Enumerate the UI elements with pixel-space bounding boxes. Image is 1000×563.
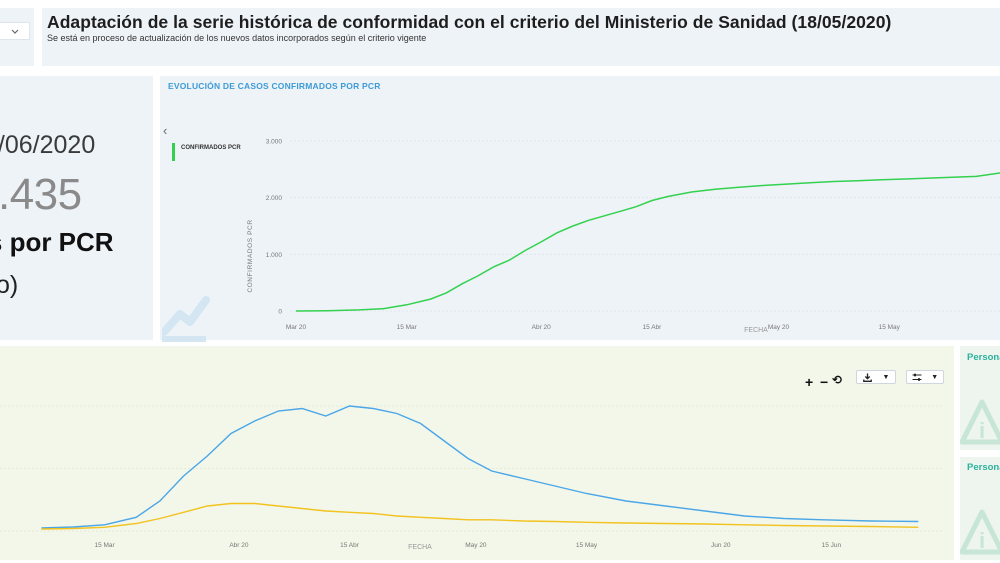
kpi-card [0,76,153,340]
caret-down-icon: ▼ [931,373,939,381]
daily-chart: 15 Mar Abr 20 15 Abr May 20 15 May Jun 20 15 J… [0,405,942,551]
x-axis-label: FECHA [408,544,432,551]
x-tick-label: 15 Abr [340,542,360,549]
y-tick-label: 1.000 [266,252,283,259]
x-tick-label: 15 Abr [643,324,663,331]
zoom-out-button[interactable]: − [820,374,829,390]
page-title: Adaptación de la serie histórica de conf… [47,12,892,32]
info-icon: i [960,399,1000,445]
kpi-date: 7/06/2020 [0,131,96,159]
y-tick-label: 2.000 [266,195,283,202]
filter-dropdown[interactable] [0,22,30,40]
caret-down-icon: ▼ [882,373,890,381]
chevron-down-icon [11,29,18,34]
x-axis-label: FECHA [744,327,768,334]
x-tick-label: Jun 20 [711,542,731,549]
trend-decoration-icon [162,296,210,342]
chevron-left-icon[interactable]: ‹ [163,123,168,138]
svg-text:i: i [979,528,985,553]
side-card-title: Personas [967,462,1000,473]
sliders-icon [912,373,922,381]
x-tick-label: 15 Mar [94,542,115,549]
side-card-title: Personas [967,352,1000,363]
pcr-chart-title: EVOLUCIÓN DE CASOS CONFIRMADOS POR PCR [168,81,381,91]
kpi-note: o) [0,271,19,299]
x-tick-label: 15 Mar [397,324,418,331]
series-line-yellow [41,502,919,530]
x-tick-label: Abr 20 [532,324,552,331]
x-tick-label: Abr 20 [229,542,249,549]
pcr-chart-card [160,76,1000,340]
y-axis-label: CONFIRMADOS PCR [247,219,254,292]
legend-swatch [172,143,175,161]
daily-chart-card [0,346,954,560]
x-tick-label: 15 May [576,542,598,549]
x-tick-label: 15 Jun [822,542,842,549]
zoom-in-button[interactable]: + [805,374,814,390]
svg-text:i: i [979,418,985,443]
x-tick-label: 15 May [879,324,901,331]
y-tick-label: 3.000 [266,139,283,146]
kpi-label: os por PCR [0,227,114,257]
x-tick-label: May 20 [465,542,487,549]
info-icon: i [960,509,1000,555]
x-tick-label: May 20 [768,324,790,331]
y-tick-label: 0 [278,309,282,316]
legend-label: CONFIRMADOS PCR [181,145,241,151]
settings-menu-button[interactable]: ▼ [906,370,944,384]
pcr-chart: 0 1.000 2.000 3.000 Mar 20 15 Mar Abr 20 15 Ab… [247,139,1000,334]
header-card [42,8,1000,66]
zoom-reset-button[interactable]: ⟲ [832,373,843,387]
kpi-value: 2.435 [0,170,82,219]
download-menu-button[interactable]: ▼ [856,370,896,384]
series-line-confirmados-pcr [295,172,1000,312]
page-subtitle: Se está en proceso de actualización de l… [47,33,427,43]
download-icon [862,373,872,382]
x-tick-label: Mar 20 [286,324,307,331]
series-line-blue [41,405,919,529]
